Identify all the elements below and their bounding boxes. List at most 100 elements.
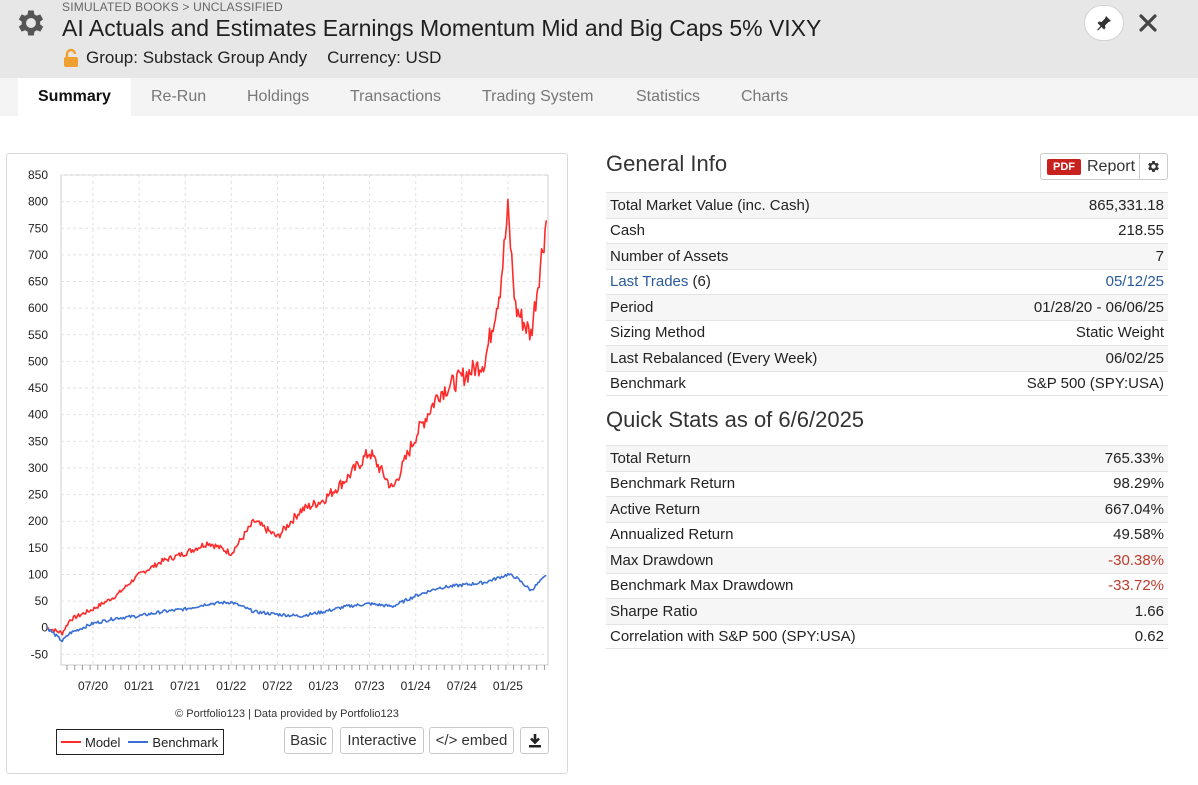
stat-value: 0.62 — [1134, 627, 1164, 645]
series-line-model — [46, 198, 548, 636]
plot-area — [60, 174, 549, 666]
info-row: Cash 218.55 — [606, 217, 1168, 244]
x-tick-label: 01/24 — [401, 679, 431, 693]
pin-icon — [1097, 16, 1111, 31]
download-button[interactable] — [520, 727, 549, 754]
last-trades-link[interactable]: Last Trades — [610, 273, 689, 291]
stat-label: Annualized Return — [610, 526, 734, 544]
x-tick-label: 07/21 — [170, 679, 200, 693]
y-tick-label: 600 — [28, 301, 48, 315]
tab-transactions[interactable]: Transactions — [350, 88, 441, 105]
y-tick-label: 850 — [28, 168, 48, 182]
performance-chart[interactable]: 8508007507006506005505004504003503002502… — [7, 154, 567, 724]
info-value: 218.55 — [1118, 222, 1164, 240]
y-tick-label: 650 — [28, 275, 48, 289]
info-value: 06/02/25 — [1105, 349, 1164, 367]
stat-row: Benchmark Return 98.29% — [606, 470, 1168, 497]
performance-chart-panel: 850 800 750 700 650 600 550 500 450 400 350 300 250 2… — [6, 153, 568, 774]
info-label: Cash — [610, 222, 646, 240]
x-tick-label: 01/25 — [493, 679, 523, 693]
x-tick-label: 07/24 — [447, 679, 477, 693]
report-label: Report — [1087, 157, 1136, 175]
stat-row: Total Return 765.33% — [606, 445, 1168, 471]
tab-re-run[interactable]: Re-Run — [151, 88, 207, 105]
info-label: Number of Assets — [610, 247, 729, 265]
info-value: 01/28/20 - 06/06/25 — [1033, 298, 1164, 316]
interactive-button[interactable]: Interactive — [340, 727, 424, 754]
book-meta: Group: Substack Group Andy Currency: USD — [62, 48, 441, 68]
x-tick-label: 07/23 — [355, 679, 385, 693]
legend-label-benchmark: Benchmark — [152, 734, 219, 750]
stat-label: Benchmark Max Drawdown — [610, 577, 794, 595]
gear-icon[interactable] — [14, 6, 48, 40]
y-tick-label: 50 — [35, 594, 49, 608]
stat-row: Active Return 667.04% — [606, 496, 1168, 522]
x-tick-label: 01/21 — [124, 679, 154, 693]
info-row: Last Rebalanced (Every Week) 06/02/25 — [606, 345, 1168, 371]
basic-button[interactable]: Basic — [284, 727, 333, 754]
info-value: Static Weight — [1075, 324, 1164, 342]
info-label: Last Rebalanced (Every Week) — [610, 349, 818, 367]
y-tick-label: 0 — [41, 621, 48, 635]
model-swatch — [61, 741, 81, 743]
y-tick-label: 300 — [28, 461, 48, 475]
y-tick-label: 550 — [28, 328, 48, 342]
stat-label: Active Return — [610, 500, 701, 518]
stat-row: Sharpe Ratio 1.66 — [606, 598, 1168, 624]
gear-icon — [1148, 161, 1159, 172]
last-trades-date-link[interactable]: 05/12/25 — [1105, 273, 1164, 291]
y-tick-label: 450 — [28, 381, 48, 395]
currency-label: Currency: USD — [327, 48, 442, 67]
y-tick-label: 100 — [28, 567, 48, 581]
info-row: Sizing Method Static Weight — [606, 319, 1168, 346]
tab-statistics[interactable]: Statistics — [636, 88, 701, 105]
header-bar: SIMULATED BOOKS > UNCLASSIFIED AI Actual… — [0, 0, 1198, 78]
stat-value: 765.33% — [1104, 449, 1164, 467]
tab-summary[interactable]: Summary — [18, 78, 131, 116]
group-label: Group: Substack Group Andy — [86, 48, 308, 67]
stat-value: 1.66 — [1134, 602, 1164, 620]
info-label: Period — [610, 298, 654, 316]
stat-row: Benchmark Max Drawdown -33.72% — [606, 572, 1168, 599]
chart-credit: © Portfolio123 | Data provided by Portfo… — [175, 708, 399, 720]
y-tick-label: 500 — [28, 354, 48, 368]
stat-label: Max Drawdown — [610, 551, 714, 569]
report-settings-button[interactable] — [1139, 154, 1167, 179]
pin-button[interactable] — [1084, 5, 1124, 41]
tab-bar: Summary Re-Run Holdings Transactions Tra… — [0, 78, 1198, 116]
y-tick-label: 150 — [28, 541, 48, 555]
breadcrumb[interactable]: SIMULATED BOOKS > UNCLASSIFIED — [62, 0, 283, 14]
stat-value: -30.38% — [1108, 551, 1164, 569]
series-line-benchmark — [46, 572, 547, 643]
lock-icon — [64, 48, 78, 67]
quick-stats-title: Quick Stats as of 6/6/2025 — [606, 407, 865, 432]
info-label: Total Market Value (inc. Cash) — [610, 196, 810, 214]
y-tick-label: -50 — [31, 647, 49, 661]
stat-row: Annualized Return 49.58% — [606, 521, 1168, 548]
stat-value: 49.58% — [1113, 526, 1164, 544]
info-row: Total Market Value (inc. Cash) 865,331.18 — [606, 192, 1168, 218]
info-row: Benchmark S&P 500 (SPY:USA) — [606, 370, 1168, 396]
y-tick-label: 700 — [28, 248, 48, 262]
tab-trading-system[interactable]: Trading System — [482, 88, 594, 105]
tab-charts[interactable]: Charts — [741, 88, 789, 105]
pdf-report-button[interactable]: PDF Report — [1040, 153, 1168, 180]
general-info-title: General Info — [606, 151, 728, 176]
info-value: S&P 500 (SPY:USA) — [1026, 374, 1164, 392]
stat-label: Total Return — [610, 449, 691, 467]
info-row: Number of Assets 7 — [606, 243, 1168, 269]
general-info-table: Total Market Value (inc. Cash) 865,331.18… — [606, 192, 1168, 396]
y-tick-label: 350 — [28, 434, 48, 448]
info-label: Benchmark — [610, 374, 686, 392]
tab-holdings[interactable]: Holdings — [247, 88, 310, 105]
info-value: 865,331.18 — [1088, 196, 1164, 214]
x-tick-label: 01/23 — [308, 679, 338, 693]
benchmark-swatch — [128, 741, 149, 743]
close-button[interactable] — [1134, 8, 1162, 38]
last-trades-count: (6) — [688, 273, 711, 291]
stat-label: Correlation with S&P 500 (SPY:USA) — [610, 627, 856, 645]
stat-label: Benchmark Return — [610, 475, 736, 493]
legend-item-benchmark[interactable]: Benchmark — [128, 735, 218, 750]
legend-item-model[interactable]: Model — [61, 735, 120, 750]
embed-button[interactable]: </> embed — [429, 727, 514, 754]
